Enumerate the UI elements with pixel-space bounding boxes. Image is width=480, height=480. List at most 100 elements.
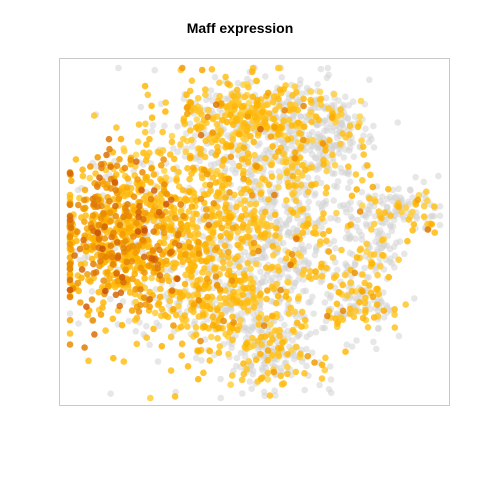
point-expressing [305,188,312,196]
point-expressing [135,213,142,221]
point-expressing [299,205,307,213]
point-expressing [66,330,74,337]
point-expressing [250,249,257,257]
point-expressing [77,299,84,306]
point-expressing [290,105,298,113]
point-low-expression [406,186,414,193]
point-expressing [207,187,214,194]
point-expressing [255,247,262,255]
point-expressing [222,204,229,212]
point-expressing [202,86,209,93]
point-low-expression [154,358,162,365]
point-low-expression [66,310,74,317]
point-expressing [431,229,439,236]
point-expressing [206,347,213,355]
point-expressing [323,184,331,191]
point-expressing [95,236,103,243]
point-expressing [189,164,197,172]
point-low-expression [365,138,373,146]
point-expressing [237,316,244,324]
point-expressing [323,264,330,272]
point-expressing [265,196,272,203]
point-expressing [227,381,234,389]
point-expressing [139,236,147,244]
point-expressing [101,235,109,242]
point-expressing [68,246,75,253]
point-expressing [245,178,253,186]
point-expressing [82,212,89,219]
point-expressing [66,261,74,268]
point-expressing [264,287,271,294]
point-expressing [359,314,367,322]
point-expressing [74,279,82,287]
point-expressing [245,358,252,365]
point-expressing [385,185,392,193]
point-expressing [165,277,172,285]
point-expressing [194,347,201,354]
point-expressing [282,293,290,300]
point-expressing [231,103,238,110]
point-low-expression [326,363,334,370]
point-expressing [353,186,361,193]
point-expressing [266,392,274,399]
point-expressing [244,233,252,240]
point-low-expression [346,249,354,257]
point-expressing [133,219,140,227]
point-low-expression [327,389,335,397]
point-low-expression [232,169,239,177]
point-expressing [148,102,155,110]
point-expressing [284,136,292,143]
point-expressing [239,291,247,299]
point-low-expression [242,353,249,360]
point-expressing [238,235,245,243]
point-expressing [274,64,282,72]
point-expressing [100,209,107,217]
point-low-expression [75,320,82,327]
point-expressing [424,226,432,233]
point-expressing [352,307,360,315]
point-expressing [346,122,354,130]
point-expressing [209,322,217,329]
point-expressing [405,216,413,223]
point-expressing [264,369,272,377]
point-expressing [229,295,237,303]
point-expressing [206,181,214,189]
point-expressing [378,236,386,244]
point-expressing [177,323,185,331]
point-expressing [240,370,248,378]
point-expressing [230,288,237,296]
point-expressing [373,285,380,293]
point-expressing [176,289,184,296]
point-low-expression [285,229,293,236]
point-expressing [364,324,372,331]
point-low-expression [301,386,309,394]
point-expressing [193,210,200,218]
point-expressing [202,137,209,145]
point-expressing [180,212,187,220]
point-expressing [256,181,263,188]
point-low-expression [137,103,145,111]
point-expressing [269,263,276,271]
point-expressing [115,195,123,203]
point-expressing [158,342,166,350]
point-expressing [331,162,339,169]
point-expressing [133,314,141,322]
point-expressing [368,226,375,233]
point-expressing [346,310,354,318]
point-expressing [141,294,148,302]
point-expressing [136,202,143,210]
point-expressing [249,284,256,292]
point-expressing [186,175,193,183]
point-expressing [150,187,158,194]
point-expressing [130,233,137,240]
point-expressing [66,191,74,199]
point-expressing [206,357,213,364]
point-expressing [370,220,378,228]
point-low-expression [278,74,286,81]
point-expressing [66,201,74,208]
point-low-expression [312,190,319,197]
point-expressing [309,136,316,144]
point-expressing [398,208,405,216]
point-low-expression [321,324,329,332]
point-expressing [379,251,386,259]
